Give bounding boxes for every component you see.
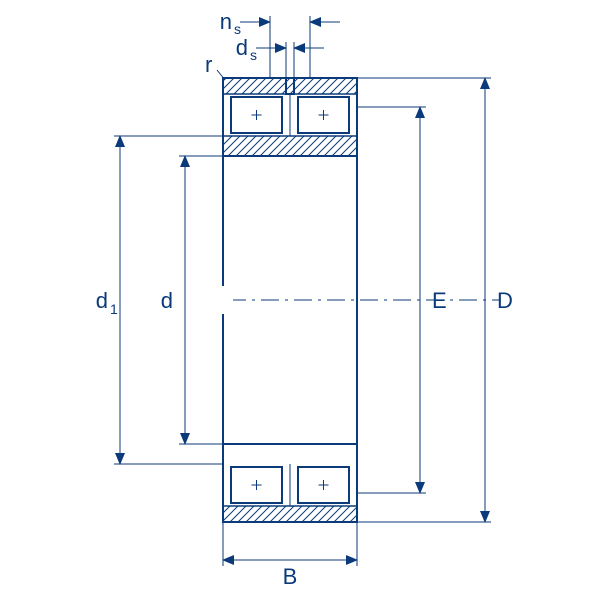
svg-text:s: s — [250, 47, 257, 63]
svg-text:d: d — [96, 288, 108, 313]
svg-text:d: d — [236, 35, 248, 60]
svg-text:1: 1 — [110, 301, 118, 317]
svg-text:d: d — [161, 288, 173, 313]
svg-text:B: B — [283, 564, 298, 589]
svg-text:r: r — [205, 52, 212, 77]
bearing-cross-section-diagram: rDEdd1Bnsdsdd1 — [0, 0, 600, 600]
svg-text:E: E — [432, 288, 447, 313]
svg-text:D: D — [497, 288, 513, 313]
svg-text:n: n — [220, 9, 232, 34]
